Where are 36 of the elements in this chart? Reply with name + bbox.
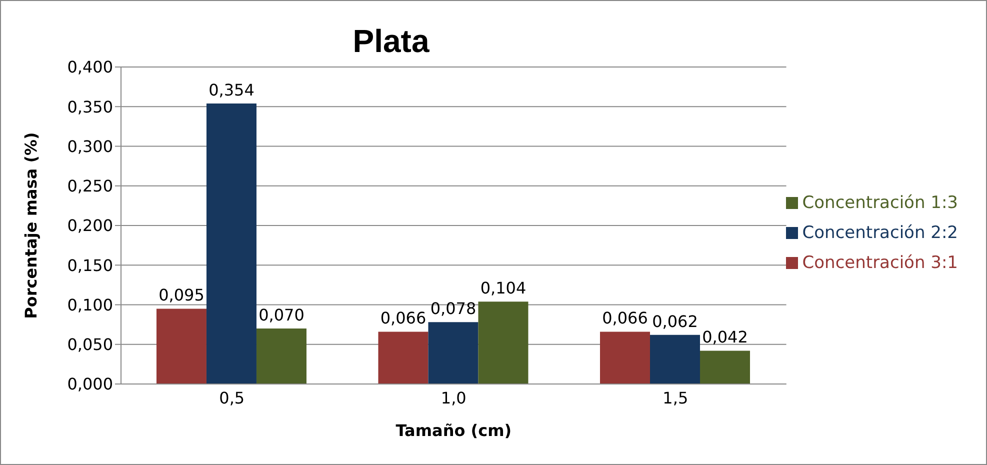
legend-label: Concentración 3:1 — [802, 252, 958, 272]
bar — [256, 328, 306, 384]
y-tick-label: 0,100 — [67, 295, 113, 314]
bar — [478, 302, 528, 384]
y-tick-label: 0,350 — [67, 97, 113, 116]
x-tick-label: 1,5 — [662, 388, 688, 408]
y-tick-label: 0,300 — [67, 136, 113, 156]
x-axis-title: Tamaño (cm) — [396, 421, 512, 440]
data-label: 0,042 — [702, 328, 748, 347]
chart-title: Plata — [352, 23, 430, 59]
x-tick-label: 1,0 — [440, 388, 466, 408]
data-label: 0,354 — [208, 80, 254, 100]
bar — [700, 350, 750, 384]
bar — [428, 322, 478, 384]
legend-label: Concentración 1:3 — [802, 192, 958, 212]
data-label: 0,095 — [158, 286, 204, 305]
bar — [600, 332, 650, 384]
y-tick-label: 0,200 — [67, 216, 113, 236]
x-tick-label: 0,5 — [219, 388, 245, 408]
bar — [650, 334, 700, 384]
y-tick-label: 0,050 — [67, 335, 113, 354]
data-label: 0,066 — [602, 308, 648, 328]
data-label: 0,066 — [380, 308, 426, 328]
data-label: 0,104 — [480, 278, 526, 298]
data-label: 0,062 — [652, 312, 698, 331]
bar — [156, 308, 206, 384]
bar — [206, 103, 256, 384]
y-tick-label: 0,250 — [67, 176, 113, 196]
y-tick-label: 0,400 — [67, 58, 113, 77]
y-tick-label: 0,150 — [67, 256, 113, 275]
y-axis-title: Porcentaje masa (%) — [22, 132, 41, 319]
y-tick-label: 0,000 — [67, 374, 113, 394]
data-label: 0,070 — [258, 306, 304, 325]
data-label: 0,078 — [430, 299, 476, 318]
legend-label: Concentración 2:2 — [802, 222, 958, 242]
bar — [378, 332, 428, 384]
